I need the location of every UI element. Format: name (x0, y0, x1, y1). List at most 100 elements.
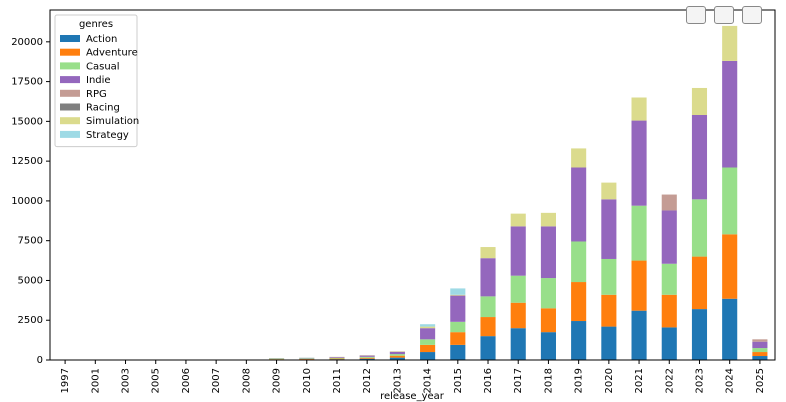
bar-segment (722, 25, 738, 61)
bar-segment (571, 321, 587, 360)
bar-segment (359, 357, 375, 359)
bar-segment (691, 115, 708, 200)
legend-label: Racing (86, 103, 120, 114)
x-tick-label: 2007 (211, 368, 222, 393)
x-tick-label: 2009 (272, 368, 283, 393)
bar-segment (661, 263, 677, 295)
bar-segment (450, 295, 466, 322)
x-tick-label: 2021 (634, 368, 645, 393)
bar-segment (571, 282, 587, 322)
bar-segment (510, 275, 526, 303)
bar-segment (752, 356, 768, 360)
save-button[interactable] (742, 6, 762, 24)
y-tick-label: 0 (37, 355, 43, 366)
bar-segment (540, 278, 556, 309)
x-tick-label: 2013 (392, 368, 403, 393)
bar-segment (540, 212, 556, 227)
legend-title: genres (79, 19, 113, 30)
legend-label: Simulation (86, 116, 139, 127)
legend-label: Strategy (86, 130, 129, 141)
x-tick-label: 2015 (453, 368, 464, 393)
x-tick-label: 2001 (90, 368, 101, 393)
y-tick-label: 15000 (11, 116, 43, 127)
bar-segment (269, 358, 285, 360)
bar-segment (510, 226, 526, 276)
bar-segment (631, 205, 647, 261)
y-tick-label: 20000 (11, 37, 43, 48)
bar-segment (722, 60, 738, 168)
bar-segment (752, 339, 768, 342)
bar-segment (480, 296, 496, 318)
bar-segment (389, 357, 405, 360)
bar-segment (450, 294, 466, 296)
chart-button[interactable] (714, 6, 734, 24)
bar-segment (359, 358, 375, 360)
x-tick-label: 2025 (755, 368, 766, 393)
bar-segment (631, 310, 647, 360)
bar-segment (480, 336, 496, 360)
bar-segment (510, 302, 526, 329)
bar-segment (359, 355, 375, 357)
bar-segment (420, 324, 436, 327)
x-tick-label: 2003 (121, 368, 132, 393)
bar-segment (661, 294, 677, 328)
bar-segment (450, 321, 466, 333)
bar-segment (420, 326, 436, 329)
bar-segment (691, 87, 708, 115)
y-tick-label: 2500 (18, 315, 43, 326)
y-tick-label: 12500 (11, 156, 43, 167)
legend-swatch (60, 117, 80, 125)
bar-segment (510, 328, 526, 360)
legend-swatch (60, 35, 80, 42)
bar-segment (691, 199, 708, 257)
x-tick-label: 2018 (543, 368, 554, 393)
x-tick-label: 2014 (423, 368, 434, 393)
x-axis-label: release_year (380, 391, 445, 402)
bar-segment (601, 294, 617, 327)
legend-swatch (60, 130, 80, 138)
legend-label: Casual (86, 61, 120, 72)
bar-segment (601, 199, 617, 259)
bar-segment (420, 344, 436, 353)
bar-segment (752, 352, 768, 357)
bar-segment (722, 234, 738, 299)
bar-segment (752, 341, 768, 349)
y-tick-label: 5000 (18, 275, 43, 286)
bar-segment (661, 194, 677, 211)
y-tick-label: 10000 (11, 196, 43, 207)
bar-segment (480, 258, 496, 297)
bar-segment (601, 326, 617, 360)
bar-segment (661, 210, 677, 264)
bar-segment (329, 357, 345, 359)
bar-segment (691, 309, 708, 360)
legend-swatch (60, 48, 80, 56)
bar-segment (571, 148, 587, 168)
x-tick-label: 2011 (332, 368, 343, 393)
copy-button[interactable] (686, 6, 706, 24)
legend-label: RPG (86, 89, 107, 100)
bar-segment (540, 308, 556, 333)
x-tick-label: 2022 (664, 368, 675, 393)
bar-segment (691, 256, 708, 310)
plot-frame (49, 9, 776, 361)
x-tick-label: 2023 (694, 368, 705, 393)
bar-segment (601, 182, 617, 200)
bar-segment (752, 348, 768, 353)
bar-segment (480, 247, 496, 259)
y-tick-label: 7500 (18, 236, 43, 247)
x-tick-label: 2024 (725, 368, 736, 393)
bar-segment (631, 260, 647, 311)
bar-segment (359, 356, 375, 358)
bar-segment (571, 241, 587, 283)
y-tick-label: 17500 (11, 77, 43, 88)
bar-segment (480, 317, 496, 337)
bar-segment (601, 258, 617, 295)
bar-segment (661, 327, 677, 360)
bar-segment (631, 120, 647, 206)
legend-swatch (60, 89, 80, 97)
bar-segment (389, 355, 405, 358)
bar-segment (389, 351, 405, 355)
legend-label: Action (86, 34, 117, 45)
bar-segment (450, 344, 466, 360)
x-tick-label: 2005 (151, 368, 162, 393)
